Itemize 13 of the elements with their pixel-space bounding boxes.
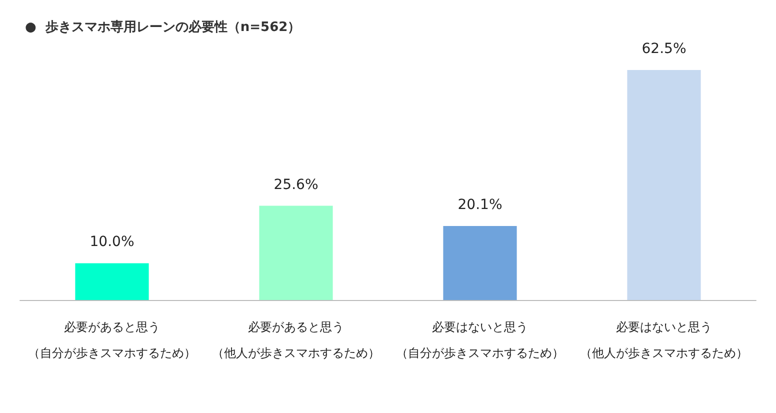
x-tick-label: 必要があると思う（自分が歩きスマホするため） — [28, 320, 196, 360]
data-label: 62.5% — [642, 41, 686, 57]
bar — [259, 206, 333, 300]
bar — [443, 226, 517, 300]
bar — [627, 70, 701, 300]
data-label: 10.0% — [90, 234, 134, 250]
x-tick-label: 必要はないと思う（自分が歩きスマホするため） — [396, 320, 564, 360]
bar — [75, 263, 149, 300]
x-tick-label: 必要があると思う（他人が歩きスマホするため） — [212, 320, 380, 360]
x-tick-label: 必要はないと思う（他人が歩きスマホするため） — [580, 320, 748, 360]
chart-title: ● 歩きスマホ専用レーンの必要性（n=562） — [25, 19, 301, 35]
data-label: 20.1% — [458, 197, 502, 214]
data-label: 25.6% — [274, 176, 318, 193]
